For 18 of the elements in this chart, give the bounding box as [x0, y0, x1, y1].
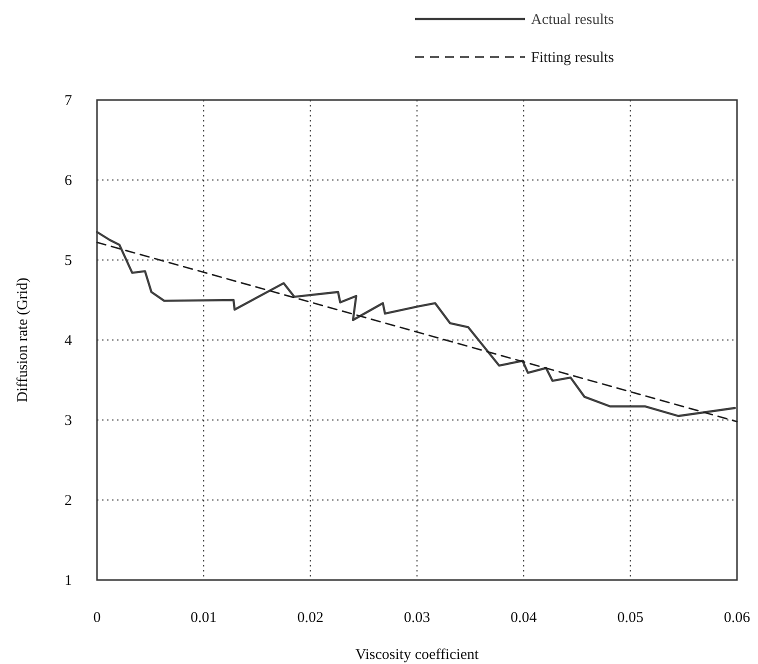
y-tick-label: 5: [64, 253, 72, 269]
y-axis-title: Diffusion rate (Grid): [15, 278, 31, 402]
y-tick-label: 7: [64, 93, 72, 109]
x-axis-title: Viscosity coefficient: [355, 647, 480, 663]
y-tick-label: 4: [64, 333, 72, 349]
x-tick-label: 0.05: [617, 610, 644, 626]
y-tick-label: 3: [64, 413, 72, 429]
y-tick-label: 2: [64, 493, 72, 509]
y-tick-label: 1: [64, 573, 72, 589]
x-tick-label: 0.01: [190, 610, 217, 626]
text: Actual results: [531, 12, 614, 28]
x-tick-label: 0.03: [404, 610, 430, 626]
x-tick-label: 0: [93, 610, 101, 626]
text: Fitting results: [531, 50, 614, 66]
x-tick-label: 0.02: [297, 610, 324, 626]
y-tick-label: 6: [64, 173, 72, 189]
x-tick-label: 0.04: [510, 610, 538, 626]
x-tick-label: 0.06: [724, 610, 751, 626]
